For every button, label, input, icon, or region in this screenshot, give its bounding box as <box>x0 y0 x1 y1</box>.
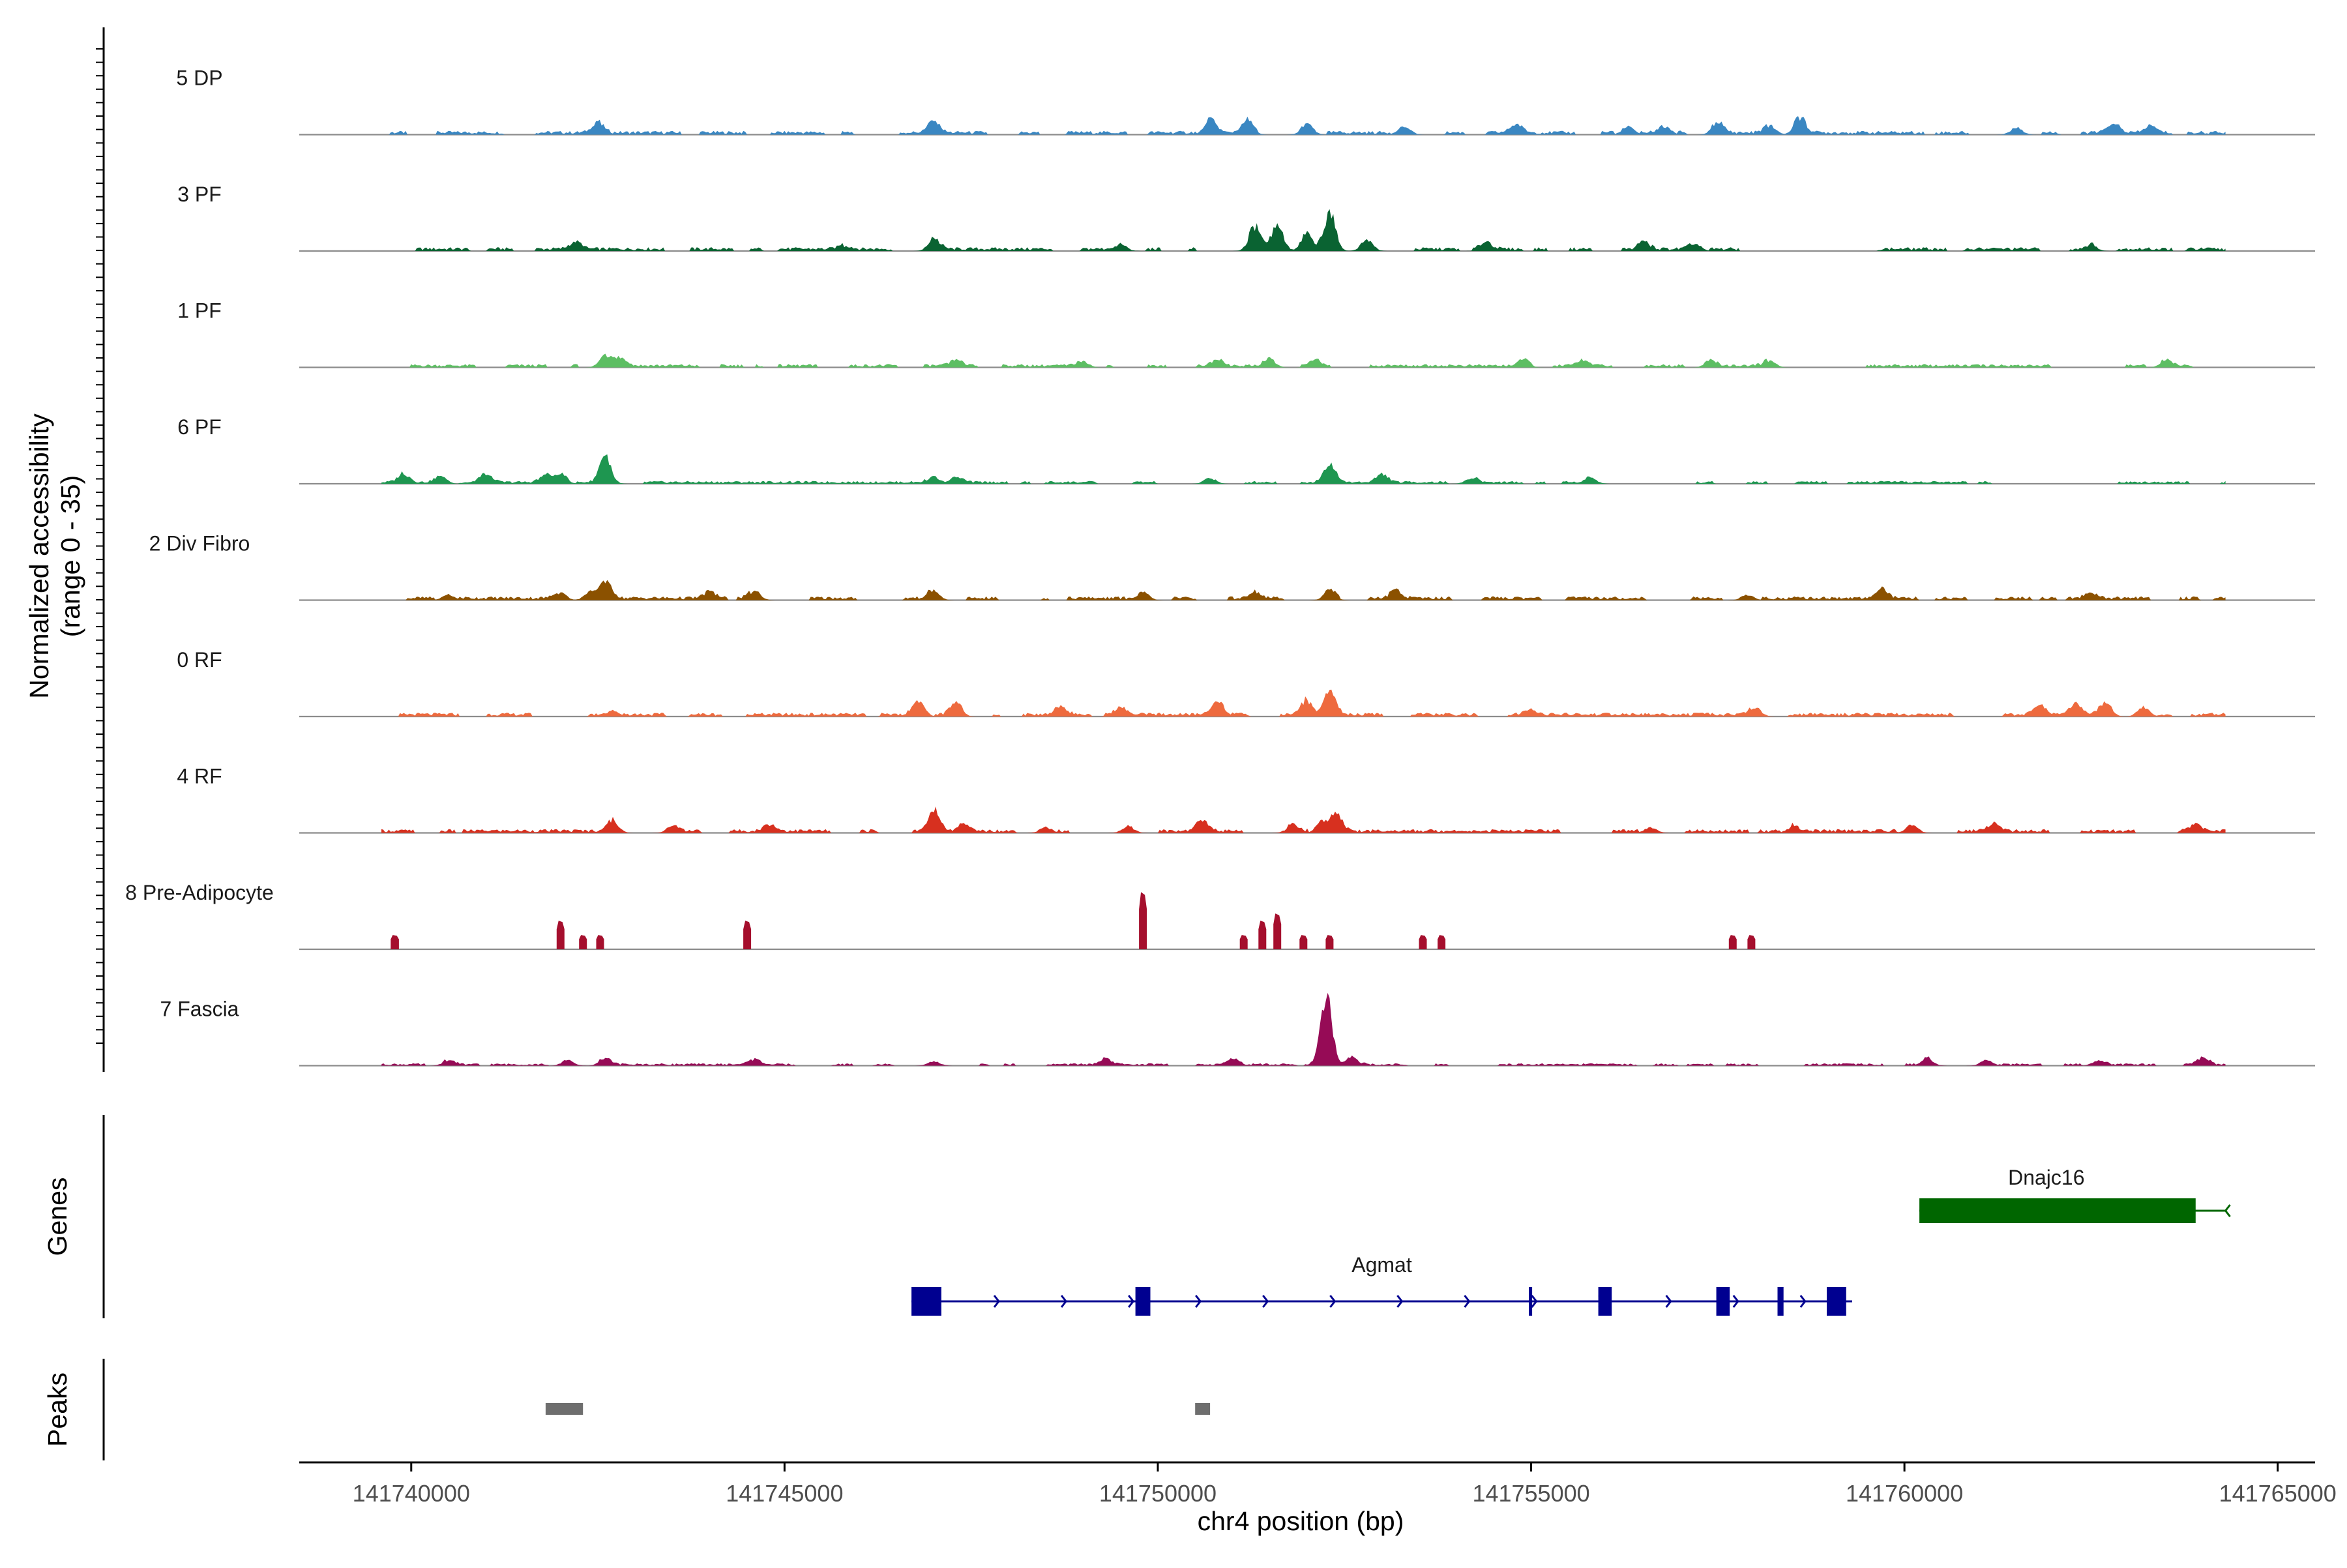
x-tick-label: 141765000 <box>2219 1480 2337 1507</box>
gene-exon <box>1919 1198 2196 1223</box>
gene-strand-arrow <box>1799 1295 1807 1308</box>
gene-exon <box>1716 1287 1730 1316</box>
gene-strand-arrow <box>1060 1295 1068 1308</box>
gene-exon <box>1777 1287 1784 1316</box>
coverage-peak <box>556 921 565 949</box>
coverage-area <box>381 806 2226 833</box>
y-axis-label: Normalized accessibility(range 0 - 35) <box>24 413 85 699</box>
track-label: 8 Pre-Adipocyte <box>125 881 274 904</box>
coverage-peak <box>1258 921 1267 949</box>
gene-strand-arrow <box>1396 1295 1404 1308</box>
y-axis-layer: Normalized accessibility(range 0 - 35) <box>24 27 105 1072</box>
coverage-peak <box>1419 935 1427 949</box>
gene-exon <box>1827 1287 1846 1316</box>
x-tick-label: 141760000 <box>1846 1480 1963 1507</box>
track-4-rf: 4 RF <box>177 765 2315 834</box>
coverage-tracks: 5 DP 3 PF 1 PF 6 PF 2 Div Fibro 0 RF 4 RF 8 Pre… <box>125 67 2315 1067</box>
coverage-peak <box>743 921 752 949</box>
gene-label: Dnajc16 <box>2008 1166 2084 1189</box>
coverage-peak <box>391 935 399 949</box>
x-axis: 141740000 141745000 141750000 141755000 1417… <box>299 1461 2337 1536</box>
track-3-pf: 3 PF <box>177 183 2315 252</box>
gene-strand-arrow <box>1732 1295 1739 1308</box>
coverage-area <box>381 689 2226 717</box>
coverage-peak <box>1325 935 1334 949</box>
gene-strand-arrow <box>1531 1295 1538 1308</box>
coverage-peak <box>596 935 604 949</box>
track-label: 0 RF <box>177 648 222 672</box>
gene-strand-arrow <box>993 1295 1000 1308</box>
coverage-peak <box>1747 935 1756 949</box>
gene-strand-arrow <box>1464 1295 1471 1308</box>
track-label: 6 PF <box>177 415 222 439</box>
peak-region <box>1195 1403 1211 1415</box>
coverage-area <box>381 454 2226 484</box>
gene-strand-arrow <box>1128 1295 1135 1308</box>
gene-agmat: Agmat <box>911 1253 1852 1316</box>
coverage-peak <box>1239 935 1248 949</box>
track-7-fascia: 7 Fascia <box>160 992 2315 1067</box>
y-axis-label-line: Normalized accessibility <box>24 413 54 699</box>
track-label: 3 PF <box>177 183 222 206</box>
track-5-dp: 5 DP <box>176 67 2315 136</box>
coverage-peak <box>579 935 587 949</box>
coverage-area <box>381 353 2226 368</box>
x-tick-label: 141745000 <box>726 1480 843 1507</box>
x-tick-label: 141750000 <box>1099 1480 1217 1507</box>
gene-strand-arrow <box>1262 1295 1269 1308</box>
genes-panel-label: Genes <box>42 1177 72 1256</box>
coverage-area <box>381 580 2226 600</box>
coverage-peak <box>1728 935 1737 949</box>
coverage-peak <box>1139 892 1147 949</box>
gene-exon <box>1529 1287 1533 1316</box>
gene-exon <box>911 1287 941 1316</box>
peak-track: Peaks <box>42 1359 1211 1460</box>
gene-dnajc16: Dnajc16 <box>1919 1166 2231 1223</box>
coverage-peak <box>1299 935 1308 949</box>
track-6-pf: 6 PF <box>177 415 2315 485</box>
gene-strand-arrow <box>2224 1204 2231 1217</box>
coverage-peak <box>1273 913 1282 949</box>
gene-strand-arrow <box>1329 1295 1336 1308</box>
track-label: 7 Fascia <box>160 998 239 1021</box>
gene-exon <box>1598 1287 1612 1316</box>
x-tick-label: 141740000 <box>353 1480 470 1507</box>
gene-strand-arrow <box>1195 1295 1202 1308</box>
track-1-pf: 1 PF <box>177 299 2315 368</box>
gene-strand-arrow <box>1665 1295 1672 1308</box>
gene-label: Agmat <box>1351 1253 1412 1277</box>
x-axis-label: chr4 position (bp) <box>1198 1506 1404 1536</box>
track-0-rf: 0 RF <box>177 648 2315 718</box>
coverage-area <box>381 209 2226 251</box>
coverage-area <box>381 992 2226 1066</box>
track-2-div-fibro: 2 Div Fibro <box>149 532 2315 601</box>
peaks-panel-label: Peaks <box>42 1372 72 1447</box>
y-axis-label-line: (range 0 - 35) <box>55 475 85 637</box>
track-label: 1 PF <box>177 299 222 323</box>
peak-region <box>545 1403 583 1415</box>
coverage-peak <box>1438 935 1446 949</box>
track-label: 2 Div Fibro <box>149 532 250 555</box>
x-tick-label: 141755000 <box>1472 1480 1589 1507</box>
track-label: 5 DP <box>176 67 222 90</box>
gene-track: Genes Dnajc16 Agmat <box>42 1115 2231 1318</box>
coverage-area <box>381 116 2226 135</box>
gene-exon <box>1135 1287 1151 1316</box>
track-label: 4 RF <box>177 765 222 788</box>
track-8-pre-adipocyte: 8 Pre-Adipocyte <box>125 881 2315 951</box>
